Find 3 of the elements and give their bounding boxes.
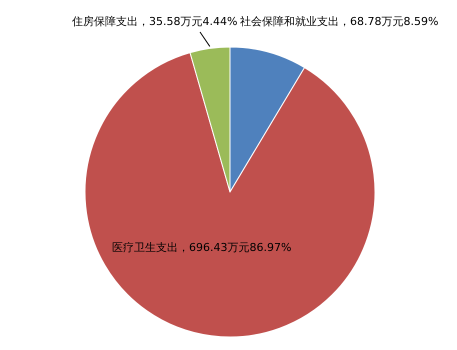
slice-label: 社会保障和就业支出，68.78万元8.59% bbox=[240, 14, 438, 30]
slice-label: 医疗卫生支出，696.43万元86.97% bbox=[112, 240, 292, 256]
slice-label: 住房保障支出，35.58万元4.44% bbox=[72, 14, 238, 30]
